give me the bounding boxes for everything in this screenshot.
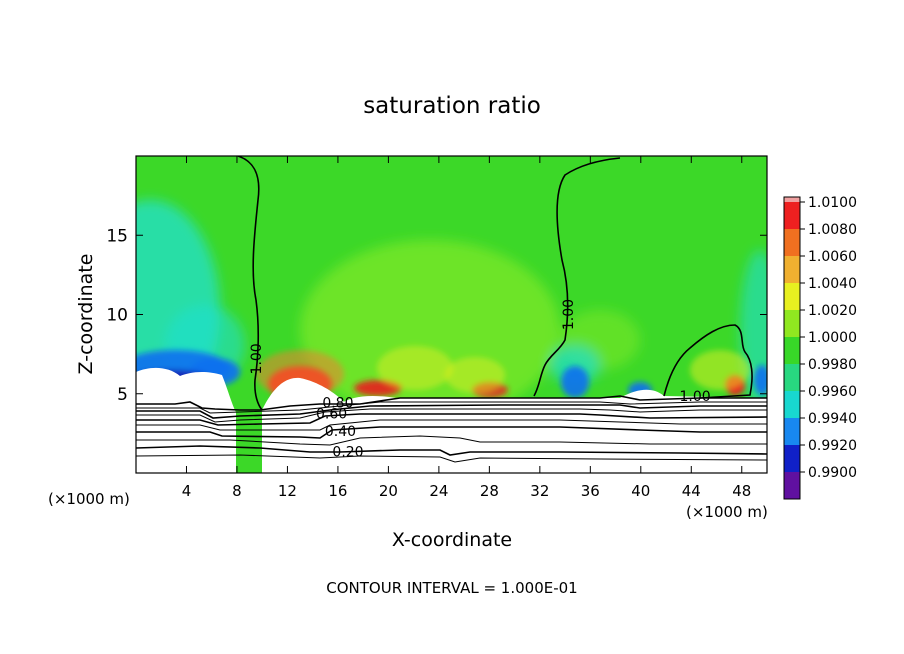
colorbar-frame <box>783 196 801 500</box>
x-axis-label: X-coordinate <box>392 529 512 551</box>
contour-label: 1.00 <box>561 299 577 330</box>
contour-labels: 1.00 1.00 1.00 0.800.60 0.40 0.20 <box>249 299 710 460</box>
colorbar-level-label: 1.0020 <box>808 303 857 319</box>
contour-label: 0.60 <box>316 406 347 422</box>
x-tick-label: 20 <box>379 482 398 500</box>
contour-line <box>136 395 767 411</box>
colorbar-swatch <box>784 337 800 364</box>
colorbar-level-label: 1.0060 <box>808 249 857 265</box>
x-unit-label-right: (×1000 m) <box>686 503 768 521</box>
x-tick-label: 48 <box>732 482 751 500</box>
x-tick-label: 32 <box>530 482 549 500</box>
contour-line <box>136 401 767 414</box>
x-tick-label: 28 <box>480 482 499 500</box>
field-blue-right <box>754 365 767 395</box>
field-yellow-1 <box>377 346 453 390</box>
contour-label: 1.00 <box>679 389 710 405</box>
x-tick-label: 40 <box>631 482 650 500</box>
contour-interval-note: CONTOUR INTERVAL = 1.000E-01 <box>326 579 577 597</box>
x-tick-label: 16 <box>328 482 347 500</box>
field-moist-center <box>300 240 560 420</box>
x-unit-label-left: (×1000 m) <box>48 490 130 508</box>
chart-title: saturation ratio <box>363 93 541 119</box>
contour-line <box>136 404 767 419</box>
contour-field: 1.00 1.00 1.00 0.800.60 0.40 0.20 <box>136 156 767 473</box>
contour-label: 0.80 <box>322 395 353 411</box>
colorbar: 1.0100 1.0080 1.0060 1.0040 1.0020 1.0000 0.99… <box>783 195 857 500</box>
field-yellow-3 <box>690 350 750 390</box>
x-tick-label: 44 <box>682 482 701 500</box>
colorbar-level-label: 1.0040 <box>808 276 857 292</box>
x-tick-label: 24 <box>429 482 448 500</box>
colorbar-swatch <box>784 310 800 337</box>
y-tick-label: 5 <box>117 385 128 405</box>
contour-line <box>136 419 767 431</box>
colorbar-swatch <box>784 364 800 391</box>
colorbar-level-label: 1.0080 <box>808 222 857 238</box>
y-axis-label: Z-coordinate <box>75 254 97 375</box>
x-tick-label: 4 <box>182 482 192 500</box>
contour-100-mid <box>533 157 621 397</box>
field-yellow-2 <box>445 357 505 393</box>
contour-lines <box>136 395 767 463</box>
colorbar-swatch <box>784 202 800 229</box>
contour-line <box>136 408 767 423</box>
x-tick-label: 12 <box>278 482 297 500</box>
field-blue-mid <box>561 366 589 398</box>
contour-100-lines <box>237 156 753 411</box>
x-axis: 4 8 12 16 20 24 28 32 36 40 44 48 <box>182 156 751 500</box>
colorbar-level-label: 0.9920 <box>808 438 857 454</box>
colorbar-swatch <box>784 256 800 283</box>
colorbar-level-label: 0.9980 <box>808 357 857 373</box>
contour-line <box>136 413 767 426</box>
colorbar-swatch <box>784 283 800 310</box>
colorbar-level-label: 1.0000 <box>808 330 857 346</box>
y-tick-label: 15 <box>106 226 128 246</box>
contour-line <box>136 435 767 446</box>
colorbar-level-label: 1.0100 <box>808 195 857 211</box>
contour-100-left <box>237 156 263 411</box>
contour-label: 0.20 <box>332 444 363 460</box>
colorbar-level-label: 0.9940 <box>808 411 857 427</box>
contour-label: 1.00 <box>249 343 265 374</box>
y-axis: 5 10 15 <box>106 226 767 405</box>
contour-line <box>136 426 767 439</box>
contour-line <box>136 454 767 463</box>
x-tick-label: 8 <box>232 482 242 500</box>
contour-100-right <box>663 324 753 399</box>
colorbar-level-label: 0.9960 <box>808 384 857 400</box>
x-tick-label: 36 <box>581 482 600 500</box>
colorbar-swatch <box>784 229 800 256</box>
contour-label: 0.40 <box>325 424 356 440</box>
colorbar-top-swatch <box>784 197 800 203</box>
colorbar-swatch <box>784 472 800 499</box>
contour-line <box>136 445 767 456</box>
colorbar-level-label: 0.9900 <box>808 465 857 481</box>
field-orange-1 <box>256 350 344 398</box>
y-tick-label: 10 <box>106 306 128 326</box>
colorbar-swatch <box>784 391 800 418</box>
colorbar-swatch <box>784 418 800 445</box>
colorbar-swatch <box>784 445 800 472</box>
